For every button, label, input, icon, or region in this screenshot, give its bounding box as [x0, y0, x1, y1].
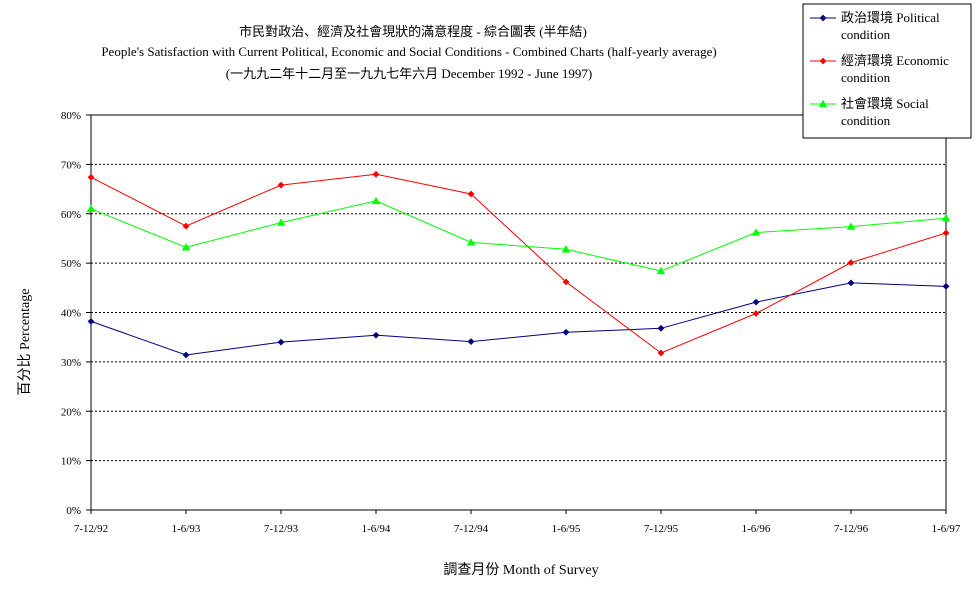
- y-axis-title: 百分比 Percentage: [17, 289, 33, 396]
- x-tick-label: 7-12/92: [74, 523, 108, 535]
- data-point: [657, 324, 665, 332]
- series-group: [86, 170, 951, 359]
- data-point: [466, 238, 476, 246]
- x-axis-title: 調查月份 Month of Survey: [443, 562, 598, 578]
- y-tick-label: 10%: [61, 456, 81, 468]
- legend-marker: [819, 57, 827, 65]
- x-tick-label: 1-6/93: [172, 523, 201, 535]
- legend-label: 社會環境 Social: [841, 96, 929, 111]
- data-point: [87, 173, 95, 181]
- legend-label: condition: [841, 113, 891, 128]
- x-tick-label: 7-12/94: [454, 523, 489, 535]
- y-tick-label: 70%: [61, 159, 81, 171]
- chart-subtitle-period: (一九九二年十二月至一九九七年六月 December 1992 - June 1…: [226, 66, 592, 81]
- x-tick-label: 7-12/95: [644, 523, 679, 535]
- y-tick-label: 80%: [61, 110, 81, 122]
- legend-entry-2: 經濟環境 Economic condition: [810, 53, 949, 85]
- data-point: [561, 245, 571, 253]
- data-point: [467, 190, 475, 198]
- data-point: [277, 338, 285, 346]
- legend-marker: [819, 14, 827, 22]
- data-point: [467, 338, 475, 346]
- data-point: [752, 298, 760, 306]
- legend: 政治環境 Political condition 經濟環境 Economic cond…: [802, 3, 972, 139]
- legend-entry-1: 政治環境 Political condition: [810, 10, 940, 42]
- data-point: [182, 351, 190, 359]
- x-tick-label: 7-12/93: [264, 523, 299, 535]
- data-point: [562, 278, 570, 286]
- legend-box: [802, 3, 972, 139]
- legend-label: condition: [841, 70, 891, 85]
- x-tick-label: 1-6/97: [932, 523, 961, 535]
- data-point: [847, 259, 855, 267]
- data-point: [942, 282, 950, 290]
- data-point: [372, 170, 380, 178]
- data-point: [371, 196, 381, 205]
- data-point: [657, 349, 665, 357]
- data-point: [182, 222, 190, 230]
- chart-title: 市民對政治、經濟及社會現狀的滿意程度 - 綜合圖表 (半年結): [239, 24, 587, 39]
- data-point: [751, 228, 761, 236]
- legend-label: 政治環境 Political: [841, 10, 940, 25]
- chart-subtitle: People's Satisfaction with Current Polit…: [101, 44, 716, 59]
- data-point: [752, 310, 760, 317]
- data-point: [87, 317, 95, 325]
- legend-marker: [818, 99, 828, 108]
- data-point: [656, 266, 666, 275]
- data-point: [941, 213, 951, 222]
- data-point: [277, 181, 285, 189]
- y-tick-label: 40%: [61, 308, 81, 320]
- y-tick-label: 50%: [61, 258, 81, 270]
- legend-label: 經濟環境 Economic: [841, 53, 949, 68]
- legend-entries: 政治環境 Political condition 經濟環境 Economic cond…: [810, 10, 949, 128]
- y-tick-label: 60%: [61, 209, 81, 221]
- x-tick-label: 1-6/94: [362, 523, 391, 535]
- gridlines: [91, 163, 946, 462]
- x-axis-ticks: 7-12/92 1-6/93 7-12/93 1-6/94 7-12/94 1-6/95 7…: [74, 510, 961, 535]
- x-tick-label: 1-6/95: [552, 523, 581, 535]
- data-point: [562, 328, 570, 336]
- data-point: [276, 218, 286, 226]
- data-point: [372, 331, 380, 339]
- data-point: [181, 243, 191, 251]
- data-point: [942, 229, 950, 237]
- series-line: [90, 200, 947, 272]
- x-tick-label: 7-12/96: [834, 523, 869, 535]
- series-line: [90, 282, 947, 356]
- data-point: [846, 222, 856, 230]
- y-tick-label: 0%: [66, 505, 81, 517]
- data-point: [847, 279, 855, 287]
- series-3: [86, 196, 951, 275]
- y-axis-ticks: 0% 10% 20% 30% 40% 50% 60% 70% 80%: [61, 110, 91, 517]
- y-tick-label: 30%: [61, 357, 81, 369]
- legend-entry-3: 社會環境 Social condition: [810, 96, 929, 128]
- series-2: [87, 170, 950, 357]
- y-tick-label: 20%: [61, 406, 81, 418]
- data-point: [86, 204, 96, 212]
- x-tick-label: 1-6/96: [742, 523, 771, 535]
- series-line: [90, 173, 947, 354]
- legend-label: condition: [841, 27, 891, 42]
- series-1: [87, 279, 950, 359]
